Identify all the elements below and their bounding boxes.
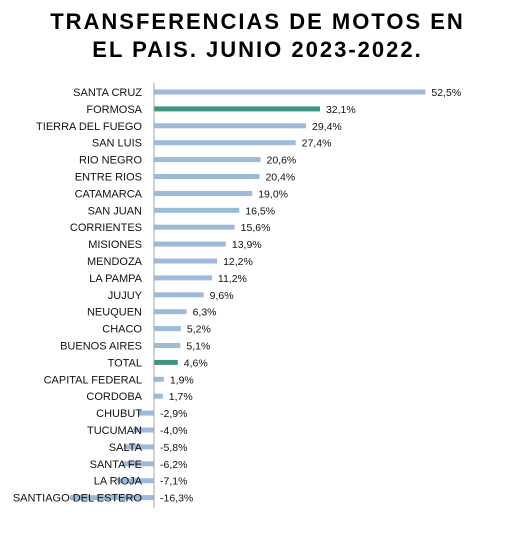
bar-chubut (139, 410, 154, 416)
category-label: LA RIOJA (94, 476, 143, 488)
value-label: 11,2% (218, 273, 247, 285)
value-label: 5,1% (186, 341, 210, 353)
category-label: MENDOZA (87, 256, 143, 268)
bar-tierra-del-fuego (154, 123, 306, 129)
bar-mendoza (154, 258, 218, 264)
value-label: 9,6% (210, 290, 234, 302)
value-label: 12,2% (223, 256, 253, 268)
value-label: 52,5% (431, 87, 461, 99)
category-label: CAPITAL FEDERAL (44, 374, 142, 386)
bar-santa-fe (121, 461, 154, 467)
value-label: 6,3% (193, 307, 217, 319)
value-label: 4,6% (184, 357, 208, 369)
value-label: -7,1% (160, 476, 187, 488)
category-label: TIERRA DEL FUEGO (36, 121, 142, 133)
bar-santa-cruz (154, 89, 426, 95)
bar-misiones (154, 241, 226, 247)
chart-title: TRANSFERENCIAS DE MOTOS EN EL PAIS. JUNI… (0, 8, 515, 64)
value-label: -6,2% (160, 459, 187, 471)
value-label: 27,4% (302, 138, 332, 150)
category-label: LA PAMPA (89, 273, 142, 285)
bar-total (154, 359, 178, 365)
bar-chaco (154, 326, 181, 332)
bar-formosa (154, 106, 320, 112)
bar-tucuman (133, 427, 154, 433)
category-label: SANTIAGO DEL ESTERO (13, 493, 143, 505)
value-label: -16,3% (160, 493, 193, 505)
chart-title-line-1: TRANSFERENCIAS DE MOTOS EN (50, 9, 465, 34)
category-label: SALTA (109, 442, 143, 454)
bar-buenos-aires (154, 343, 181, 348)
value-label: 15,6% (241, 222, 271, 234)
chart-title-line-2: EL PAIS. JUNIO 2023-2022. (92, 37, 423, 62)
value-label: 29,4% (312, 121, 342, 133)
bar-salta (124, 444, 154, 450)
value-label: 16,5% (245, 205, 275, 217)
bar-santiago-del-estero (69, 495, 154, 501)
category-label: CORDOBA (86, 391, 142, 403)
value-label: 19,0% (258, 188, 288, 200)
category-label: NEUQUEN (87, 307, 142, 319)
category-label: TOTAL (108, 357, 142, 369)
value-label: 32,1% (326, 104, 356, 116)
bar-neuquen (154, 309, 187, 315)
value-label: 20,6% (267, 155, 297, 167)
value-label: 13,9% (232, 239, 262, 251)
category-label: SANTA FE (90, 459, 142, 471)
category-label: RIO NEGRO (79, 155, 142, 167)
bar-san-juan (154, 207, 240, 213)
bar-cordoba (154, 393, 163, 399)
category-label: SAN LUIS (92, 138, 142, 150)
category-label: CORRIENTES (70, 222, 142, 234)
bars-group (69, 89, 426, 501)
bar-jujuy (154, 292, 204, 298)
bar-catamarca (154, 190, 253, 196)
bar-entre-rios (154, 174, 260, 179)
value-label: -2,9% (160, 408, 187, 420)
category-label: CHUBUT (96, 408, 142, 420)
category-label: ENTRE RIOS (75, 172, 142, 184)
value-label: 1,9% (170, 374, 194, 386)
value-label: -5,8% (160, 442, 187, 454)
category-label: MISIONES (88, 239, 142, 251)
category-label: FORMOSA (86, 104, 142, 116)
category-label: CATAMARCA (75, 188, 143, 200)
category-label: TUCUMAN (87, 425, 142, 437)
bar-corrientes (154, 224, 235, 230)
bar-san-luis (154, 140, 296, 146)
category-label: CHACO (102, 324, 142, 336)
value-label: -4,0% (160, 425, 187, 437)
value-label: 5,2% (187, 324, 211, 336)
category-label: SANTA CRUZ (73, 87, 142, 99)
category-label: BUENOS AIRES (60, 341, 142, 353)
labels-group: SANTA CRUZ 52,5% FORMOSA 32,1% TIERRA DEL FU… (13, 87, 461, 505)
value-label: 1,7% (169, 391, 193, 403)
bar-capital-federal (154, 376, 164, 382)
value-label: 20,4% (265, 172, 295, 184)
category-label: JUJUY (108, 290, 143, 302)
bar-rio-negro (154, 157, 261, 163)
bar-la-pampa (154, 275, 212, 281)
bar-la-rioja (117, 478, 154, 484)
category-label: SAN JUAN (88, 205, 142, 217)
